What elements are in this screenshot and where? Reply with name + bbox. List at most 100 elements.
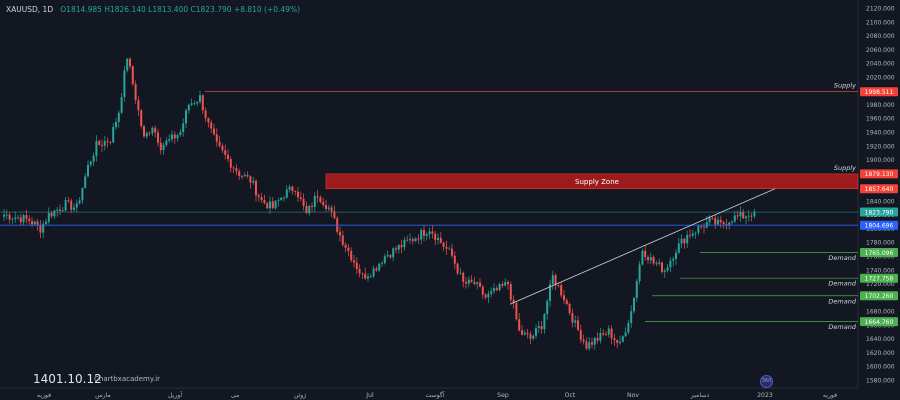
demand-label: Demand [828,254,856,262]
candle-body [277,200,280,201]
price-tag [860,317,898,327]
candle-body [381,263,383,265]
candle-body [428,231,431,235]
candle-body [3,214,5,217]
x-tick-label: Jul [365,392,374,399]
candle-body [95,141,98,156]
candle-body [663,270,666,272]
candle-body [515,303,518,320]
candle-body [462,272,465,282]
supply-label: Supply [834,164,856,172]
y-tick-label: 1740.000 [866,267,895,274]
candle-body [442,242,445,247]
candle-body [17,217,19,219]
price-tag [860,207,898,217]
candle-body [437,237,439,240]
y-tick-label: 1680.000 [866,309,895,316]
candle-body [322,201,325,205]
candle-body [159,142,162,151]
candle-body [260,197,263,201]
candle-body [274,200,277,209]
candle-body [392,248,395,258]
candle-body [36,221,39,225]
candle-body [543,314,546,330]
candle-body [117,112,120,122]
x-tick-label: می [231,392,239,399]
candle-body [523,332,526,335]
candle-body [299,197,302,199]
candle-body [199,95,201,102]
candle-body [383,256,386,264]
candle-body [50,213,53,217]
candle-body [593,338,596,345]
candle-body [33,221,36,225]
y-tick-label: 1980.000 [866,102,895,109]
candle-body [652,257,655,264]
y-tick-label: 1720.000 [866,281,895,288]
candle-body [235,168,238,172]
candle-body [675,252,677,259]
candle-body [711,217,714,219]
candle-body [129,58,131,67]
candle-body [686,234,689,244]
candle-body [467,279,470,284]
candle-body [540,326,543,330]
candle-body [64,200,67,211]
candle-body [423,229,425,236]
candle-body [263,200,266,204]
y-tick-label: 1840.000 [866,198,895,205]
price-tag [860,169,898,179]
candle-body [316,195,319,198]
candle-body [288,186,291,190]
trendline [509,188,776,305]
candle-body [22,215,25,223]
candle-body [655,263,658,265]
candle-body [487,293,490,298]
demand-label: Demand [828,280,856,288]
candle-body [389,255,392,258]
candle-body [557,285,560,286]
candle-body [120,97,123,113]
candle-body [691,233,694,236]
candle-body [476,282,479,284]
candle-body [173,134,176,139]
candle-body [210,122,213,129]
tradingview-badge[interactable]: 360 [760,375,773,388]
x-tick-label: فوریه [823,392,837,399]
candle-body [672,258,675,261]
candle-body [563,295,565,301]
candle-body [535,328,537,336]
candle-body [750,215,753,217]
candle-body [630,311,633,323]
candle-body [25,215,28,219]
candle-body [420,229,423,240]
candle-body [59,209,61,211]
candle-body [255,180,257,196]
candle-body [621,336,624,342]
candle-body [546,301,549,315]
y-tick-label: 2080.000 [866,33,895,40]
candle-body [165,140,168,145]
candle-body [532,335,535,339]
candle-body [73,207,75,210]
candle-body [294,191,297,192]
candle-body [453,255,456,264]
candle-body [190,103,193,105]
candle-body [728,222,731,226]
candle-body [207,118,210,123]
candle-body [582,339,585,342]
symbol-label: XAUUSD, 1D [6,5,54,14]
candle-body [109,141,112,143]
candle-body [445,246,448,249]
candle-body [319,197,322,202]
candle-body [647,257,649,261]
candle-body [229,159,232,168]
candle-body [451,248,453,256]
candle-body [605,334,607,336]
candle-body [683,238,686,244]
candle-body [633,298,635,312]
candle-body [431,231,434,234]
candle-body [669,260,672,268]
